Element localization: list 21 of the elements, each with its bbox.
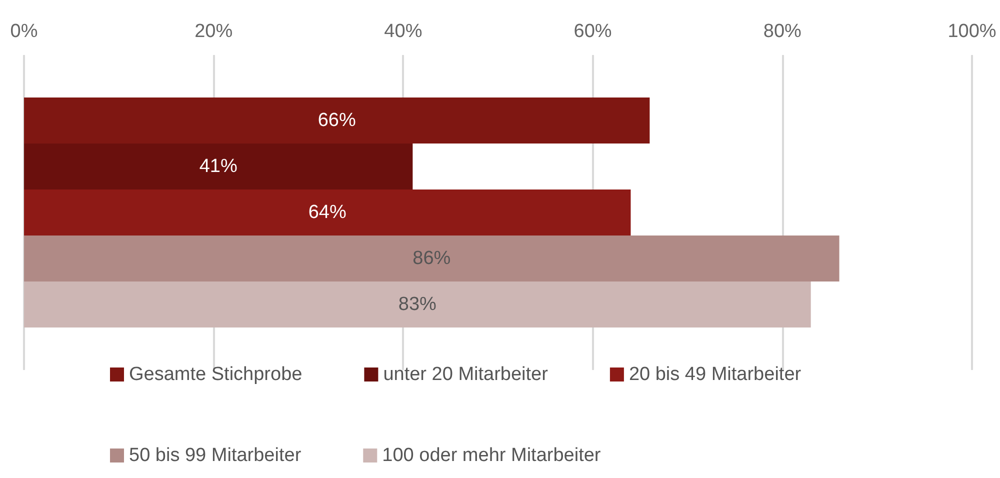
legend-label: 100 oder mehr Mitarbeiter — [382, 445, 602, 466]
legend-label: unter 20 Mitarbeiter — [383, 364, 549, 385]
x-tick-label: 20% — [194, 21, 233, 42]
data-label: 66% — [318, 110, 356, 132]
x-tick-label: 100% — [948, 21, 996, 42]
x-tick-label: 40% — [384, 21, 422, 42]
x-tick-label: 0% — [10, 21, 38, 42]
data-label: 86% — [412, 248, 451, 269]
bar — [24, 281, 811, 328]
data-label: 64% — [308, 202, 346, 223]
bar — [24, 98, 650, 144]
legend-label: 50 bis 99 Mitarbeiter — [129, 445, 302, 466]
x-tick-label: 60% — [574, 21, 612, 42]
x-tick-label: 80% — [763, 21, 802, 42]
data-label: 83% — [398, 294, 437, 315]
legend-label: 20 bis 49 Mitarbeiter — [628, 364, 802, 385]
bar — [24, 144, 413, 190]
bar — [24, 235, 840, 282]
legend-label: Gesamte Stichprobe — [129, 364, 302, 385]
bar — [24, 190, 631, 236]
data-label: 41% — [199, 156, 238, 178]
